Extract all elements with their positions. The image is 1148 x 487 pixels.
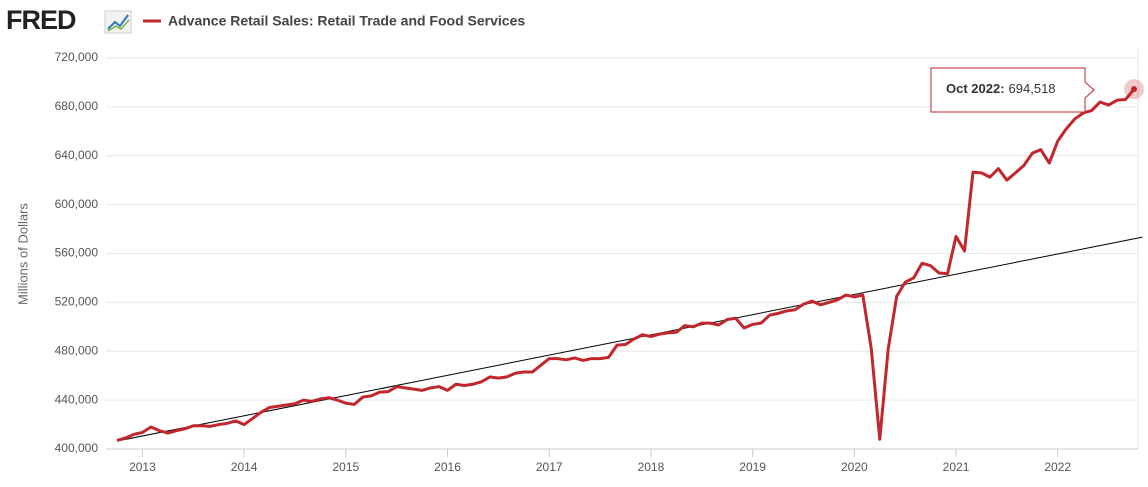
y-tick-label: 400,000: [55, 441, 99, 455]
x-tick-label: 2017: [536, 460, 563, 474]
series-line: [116, 88, 1136, 442]
legend-label: Advance Retail Sales: Retail Trade and F…: [168, 13, 525, 29]
y-tick-label: 680,000: [55, 99, 99, 113]
y-tick-label: 520,000: [55, 295, 99, 309]
y-axis-label: Millions of Dollars: [15, 203, 30, 305]
logo-line: [107, 14, 129, 30]
x-tick-label: 2013: [129, 460, 156, 474]
y-tick-label: 440,000: [55, 392, 99, 406]
x-tick-label: 2015: [332, 460, 359, 474]
y-tick-label: 560,000: [55, 246, 99, 260]
logo-icon: [104, 10, 132, 34]
reference-line: [116, 236, 1143, 442]
y-tick-label: 600,000: [55, 197, 99, 211]
y-tick-label: 720,000: [55, 50, 99, 64]
tooltip-date: Oct 2022:: [946, 81, 1005, 96]
x-tick-label: 2020: [841, 460, 868, 474]
x-tick-label: 2016: [434, 460, 461, 474]
x-tick-label: 2014: [231, 460, 258, 474]
x-tick-label: 2021: [943, 460, 970, 474]
x-tick-label: 2018: [638, 460, 665, 474]
x-tick-label: 2022: [1044, 460, 1071, 474]
logo-line: [107, 19, 130, 32]
logo-box: [104, 10, 132, 34]
y-tick-label: 640,000: [55, 148, 99, 162]
y-tick-label: 480,000: [55, 343, 99, 357]
logo: FRED: [6, 5, 76, 35]
hover-point: [1131, 86, 1137, 93]
tooltip-text: Oct 2022: 694,518: [946, 81, 1056, 96]
tooltip-value: 694,518: [1009, 81, 1056, 96]
tooltip: Oct 2022: 694,518: [930, 67, 1095, 113]
x-tick-label: 2019: [739, 460, 766, 474]
tooltip-box: [930, 67, 1095, 113]
